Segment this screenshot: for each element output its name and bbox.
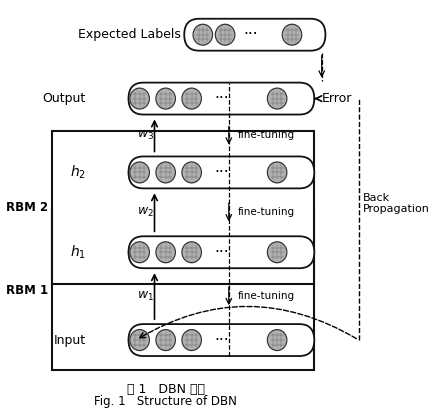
Circle shape bbox=[194, 26, 211, 44]
Circle shape bbox=[157, 331, 174, 349]
Circle shape bbox=[183, 163, 200, 182]
Text: $h_1$: $h_1$ bbox=[70, 243, 86, 261]
Bar bbox=[53, 131, 314, 284]
Text: Error: Error bbox=[322, 92, 352, 105]
Circle shape bbox=[156, 330, 175, 351]
Text: RBM 2: RBM 2 bbox=[7, 201, 49, 214]
Circle shape bbox=[193, 24, 213, 45]
Circle shape bbox=[156, 88, 175, 109]
FancyBboxPatch shape bbox=[184, 19, 326, 51]
Circle shape bbox=[156, 242, 175, 262]
Circle shape bbox=[130, 88, 149, 109]
Circle shape bbox=[215, 24, 235, 45]
FancyBboxPatch shape bbox=[128, 236, 314, 268]
Text: Input: Input bbox=[54, 334, 86, 346]
Text: RBM 1: RBM 1 bbox=[7, 284, 49, 297]
Circle shape bbox=[267, 162, 287, 183]
Circle shape bbox=[182, 88, 201, 109]
Text: Output: Output bbox=[43, 92, 86, 105]
Circle shape bbox=[283, 24, 302, 45]
Text: $h_2$: $h_2$ bbox=[70, 164, 86, 181]
Circle shape bbox=[130, 242, 149, 262]
Circle shape bbox=[183, 331, 200, 349]
Circle shape bbox=[182, 330, 201, 351]
Circle shape bbox=[269, 331, 286, 349]
Text: $w_1$: $w_1$ bbox=[137, 290, 154, 303]
Circle shape bbox=[217, 26, 233, 44]
Circle shape bbox=[267, 330, 287, 351]
Circle shape bbox=[131, 163, 148, 182]
Bar bbox=[53, 211, 314, 370]
Circle shape bbox=[267, 88, 287, 109]
Circle shape bbox=[182, 162, 201, 183]
Text: ···: ··· bbox=[214, 332, 229, 348]
Text: ···: ··· bbox=[244, 27, 258, 42]
Circle shape bbox=[130, 330, 149, 351]
Circle shape bbox=[131, 243, 148, 261]
FancyBboxPatch shape bbox=[128, 83, 314, 115]
Text: Back
Propagation: Back Propagation bbox=[362, 192, 430, 214]
Circle shape bbox=[182, 242, 201, 262]
Circle shape bbox=[283, 26, 300, 44]
Text: ···: ··· bbox=[214, 91, 229, 106]
Circle shape bbox=[130, 162, 149, 183]
Text: Fig. 1   Structure of DBN: Fig. 1 Structure of DBN bbox=[94, 395, 237, 408]
Circle shape bbox=[157, 243, 174, 261]
Circle shape bbox=[157, 163, 174, 182]
Text: fine-tuning: fine-tuning bbox=[238, 131, 295, 140]
Text: $w_2$: $w_2$ bbox=[137, 206, 154, 219]
Circle shape bbox=[131, 89, 148, 108]
Text: ···: ··· bbox=[214, 165, 229, 180]
Text: 图 1   DBN 结构: 图 1 DBN 结构 bbox=[127, 383, 205, 396]
Circle shape bbox=[267, 242, 287, 262]
Circle shape bbox=[183, 243, 200, 261]
Text: $w_3$: $w_3$ bbox=[137, 129, 154, 142]
Text: ···: ··· bbox=[214, 245, 229, 260]
Circle shape bbox=[183, 89, 200, 108]
Circle shape bbox=[156, 162, 175, 183]
Circle shape bbox=[269, 243, 286, 261]
Circle shape bbox=[157, 89, 174, 108]
Circle shape bbox=[269, 89, 286, 108]
Text: fine-tuning: fine-tuning bbox=[238, 291, 295, 301]
FancyBboxPatch shape bbox=[128, 324, 314, 356]
Circle shape bbox=[269, 163, 286, 182]
Text: fine-tuning: fine-tuning bbox=[238, 207, 295, 218]
FancyBboxPatch shape bbox=[128, 157, 314, 188]
Text: Expected Labels: Expected Labels bbox=[78, 28, 181, 41]
Circle shape bbox=[131, 331, 148, 349]
